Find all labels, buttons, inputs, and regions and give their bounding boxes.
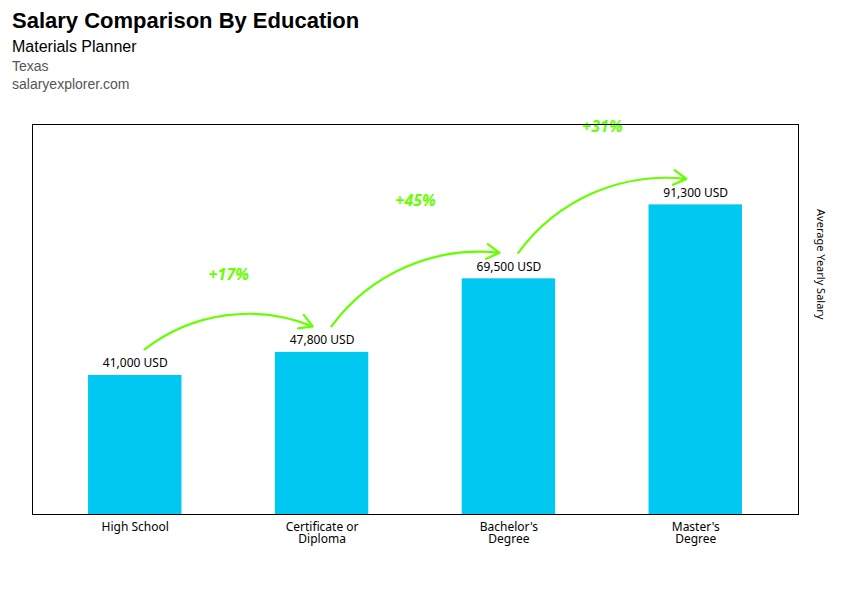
svg-text:41,000 USD: 41,000 USD — [103, 354, 168, 371]
svg-text:47,800 USD: 47,800 USD — [290, 331, 355, 348]
svg-text:+31%: +31% — [582, 115, 623, 137]
svg-text:Master'sDegree: Master'sDegree — [672, 518, 720, 547]
html-text:salaryexplorer.com: salaryexplorer.com — [12, 76, 130, 92]
svg-text:91,300 USD: 91,300 USD — [663, 184, 728, 201]
svg-text:Certificate orDiploma: Certificate orDiploma — [286, 518, 359, 547]
html-text:Salary Comparison By Education: Salary Comparison By Education — [12, 8, 360, 33]
svg-text:+17%: +17% — [208, 263, 249, 285]
svg-text:Average Yearly Salary: Average Yearly Salary — [814, 209, 829, 320]
svg-text:+45%: +45% — [395, 189, 436, 211]
svg-text:Bachelor'sDegree: Bachelor'sDegree — [480, 518, 539, 547]
html-text:Materials Planner: Materials Planner — [12, 38, 137, 55]
html-text:Texas: Texas — [12, 58, 49, 74]
svg-text:High School: High School — [102, 518, 169, 535]
svg-text:69,500 USD: 69,500 USD — [477, 258, 542, 275]
